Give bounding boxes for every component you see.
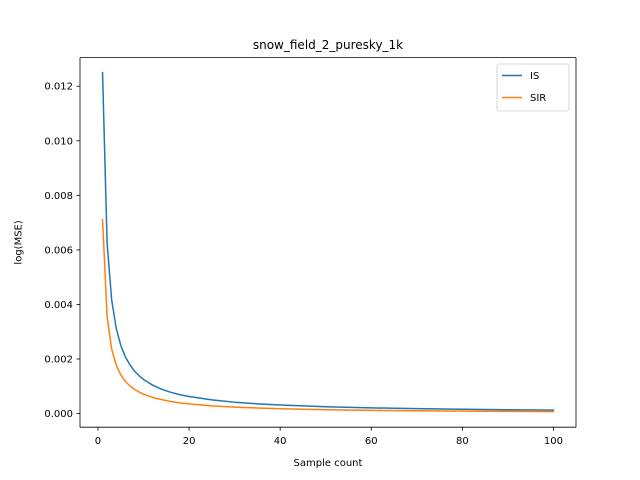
x-tick-label: 0 [95,436,101,447]
legend-label-sir: SIR [530,93,546,104]
x-tick-label: 20 [183,436,196,447]
x-tick-label: 40 [274,436,287,447]
series-line-sir [101,219,555,413]
legend-label-is: IS [530,71,539,82]
y-tick-label: 0.008 [44,191,73,202]
axes-frame [79,57,577,428]
y-axis-title: log(MSE) [14,220,25,264]
series-line-is [101,71,555,411]
x-tick-label: 80 [456,436,469,447]
x-tick-label: 60 [365,436,378,447]
y-tick-label: 0.006 [44,245,73,256]
y-tick-label: 0.012 [44,82,73,93]
ticks-layer: 0 20 40 60 80 100 0.000 0.002 0.004 0.006 0.008 0.0… [44,82,563,447]
x-axis-title: Sample count [294,458,363,469]
chart-title: snow_field_2_puresky_1k [253,38,403,52]
y-tick-label: 0.004 [44,300,73,311]
lines-layer [101,71,555,413]
legend: IS SIR [496,63,570,112]
y-tick-label: 0.002 [44,355,73,366]
y-tick-label: 0.000 [44,409,73,420]
y-tick-label: 0.010 [44,136,73,147]
x-tick-label: 100 [544,436,563,447]
plot-area [80,57,576,428]
